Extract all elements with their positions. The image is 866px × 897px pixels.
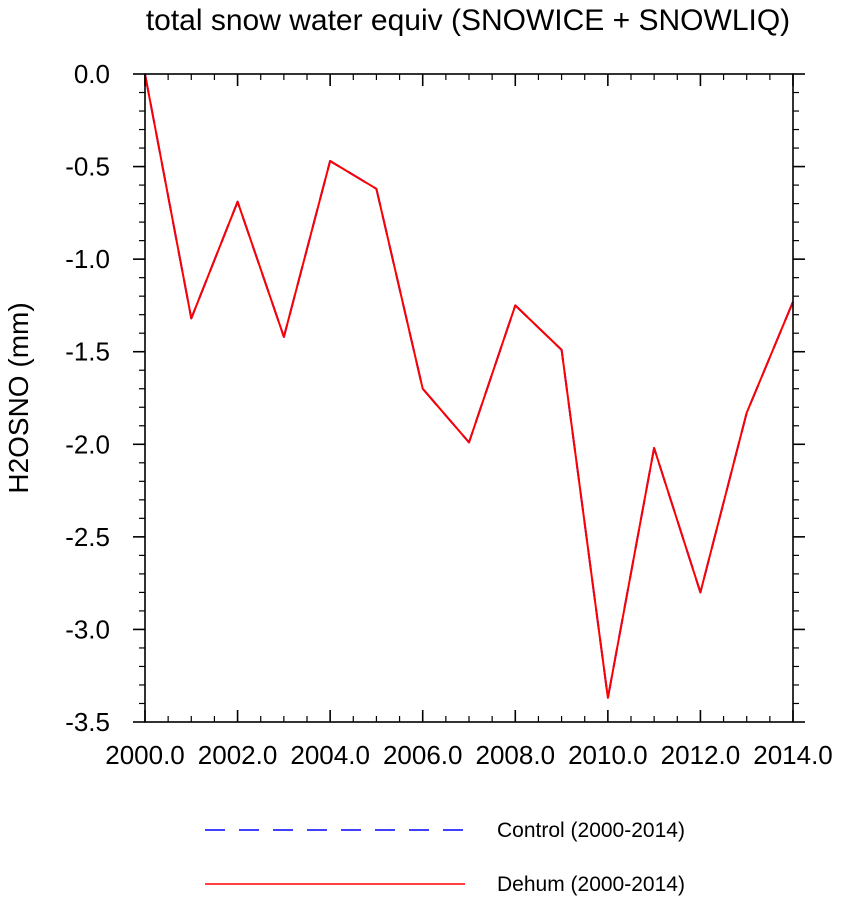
legend-label-1: Control (2000-2014) xyxy=(497,819,685,842)
chart-title: total snow water equiv (SNOWICE + SNOWLI… xyxy=(146,4,790,37)
series-line-2 xyxy=(144,73,794,699)
x-tick-label: 2006.0 xyxy=(383,740,463,770)
series-layer xyxy=(144,73,794,699)
y-tick-label: -1.5 xyxy=(65,337,110,367)
x-tick-label: 2008.0 xyxy=(476,740,556,770)
x-tick-label: 2000.0 xyxy=(105,740,185,770)
y-tick-label: -1.0 xyxy=(65,244,110,274)
y-tick-label: -3.5 xyxy=(65,707,110,737)
y-tick-label: 0.0 xyxy=(74,59,110,89)
y-tick-label: -0.5 xyxy=(65,152,110,182)
y-tick-label: -2.5 xyxy=(65,522,110,552)
y-tick-label: -2.0 xyxy=(65,429,110,459)
series-line-1 xyxy=(144,73,794,699)
x-tick-label: 2010.0 xyxy=(568,740,648,770)
y-tick-label: -3.0 xyxy=(65,614,110,644)
x-tick-label: 2004.0 xyxy=(290,740,370,770)
legend: Control (2000-2014) Dehum (2000-2014) xyxy=(205,819,685,896)
x-tick-label: 2014.0 xyxy=(753,740,833,770)
x-tick-label: 2012.0 xyxy=(661,740,741,770)
axes: 2000.0 2002.0 2004.0 2006.0 2008.0 2010.0 2012… xyxy=(65,59,833,770)
x-tick-label: 2002.0 xyxy=(198,740,278,770)
plot-frame xyxy=(144,73,794,723)
legend-label-2: Dehum (2000-2014) xyxy=(497,873,685,896)
y-axis-label: H2OSNO (mm) xyxy=(3,302,34,493)
